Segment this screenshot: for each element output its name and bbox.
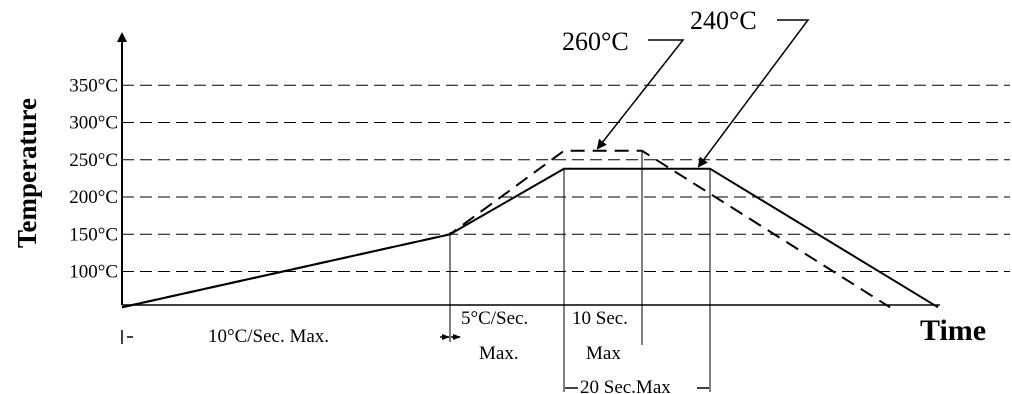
- peak-dashed-label: 260°C: [562, 27, 629, 56]
- preheat-rate-label: 10°C/Sec. Max.: [208, 326, 329, 347]
- profile-series: [121, 149, 939, 309]
- dimension-markers: [121, 330, 709, 389]
- peak-solid-leader: [697, 19, 810, 168]
- total-time-label: 20 Sec.Max: [580, 377, 671, 394]
- y-axis-title: Temperature: [12, 98, 42, 248]
- horizontal-gridlines: [122, 84, 1010, 272]
- y-tick-label: 300°C: [69, 113, 118, 134]
- peak-time-label-line2: Max: [586, 343, 621, 364]
- peak-dashed-leader: [596, 39, 685, 150]
- peak-solid-label: 240°C: [690, 6, 757, 35]
- y-tick-label: 350°C: [69, 75, 118, 96]
- series-line-solid: [121, 167, 939, 309]
- y-tick-label: 150°C: [69, 224, 118, 245]
- ramp-rate-label-line1: 5°C/Sec.: [461, 308, 528, 329]
- phase-guides: [449, 150, 711, 392]
- y-tick-label: 200°C: [69, 187, 118, 208]
- series-line-dashed: [121, 149, 891, 309]
- x-axis-title: Time: [920, 314, 986, 347]
- y-tick-label: 250°C: [69, 150, 118, 171]
- y-tick-labels: 100°C 150°C 200°C 250°C 300°C 350°C: [69, 75, 118, 282]
- peak-time-label-line1: 10 Sec.: [572, 308, 628, 329]
- y-tick-label: 100°C: [69, 262, 118, 283]
- ramp-rate-label-line2: Max.: [479, 343, 519, 364]
